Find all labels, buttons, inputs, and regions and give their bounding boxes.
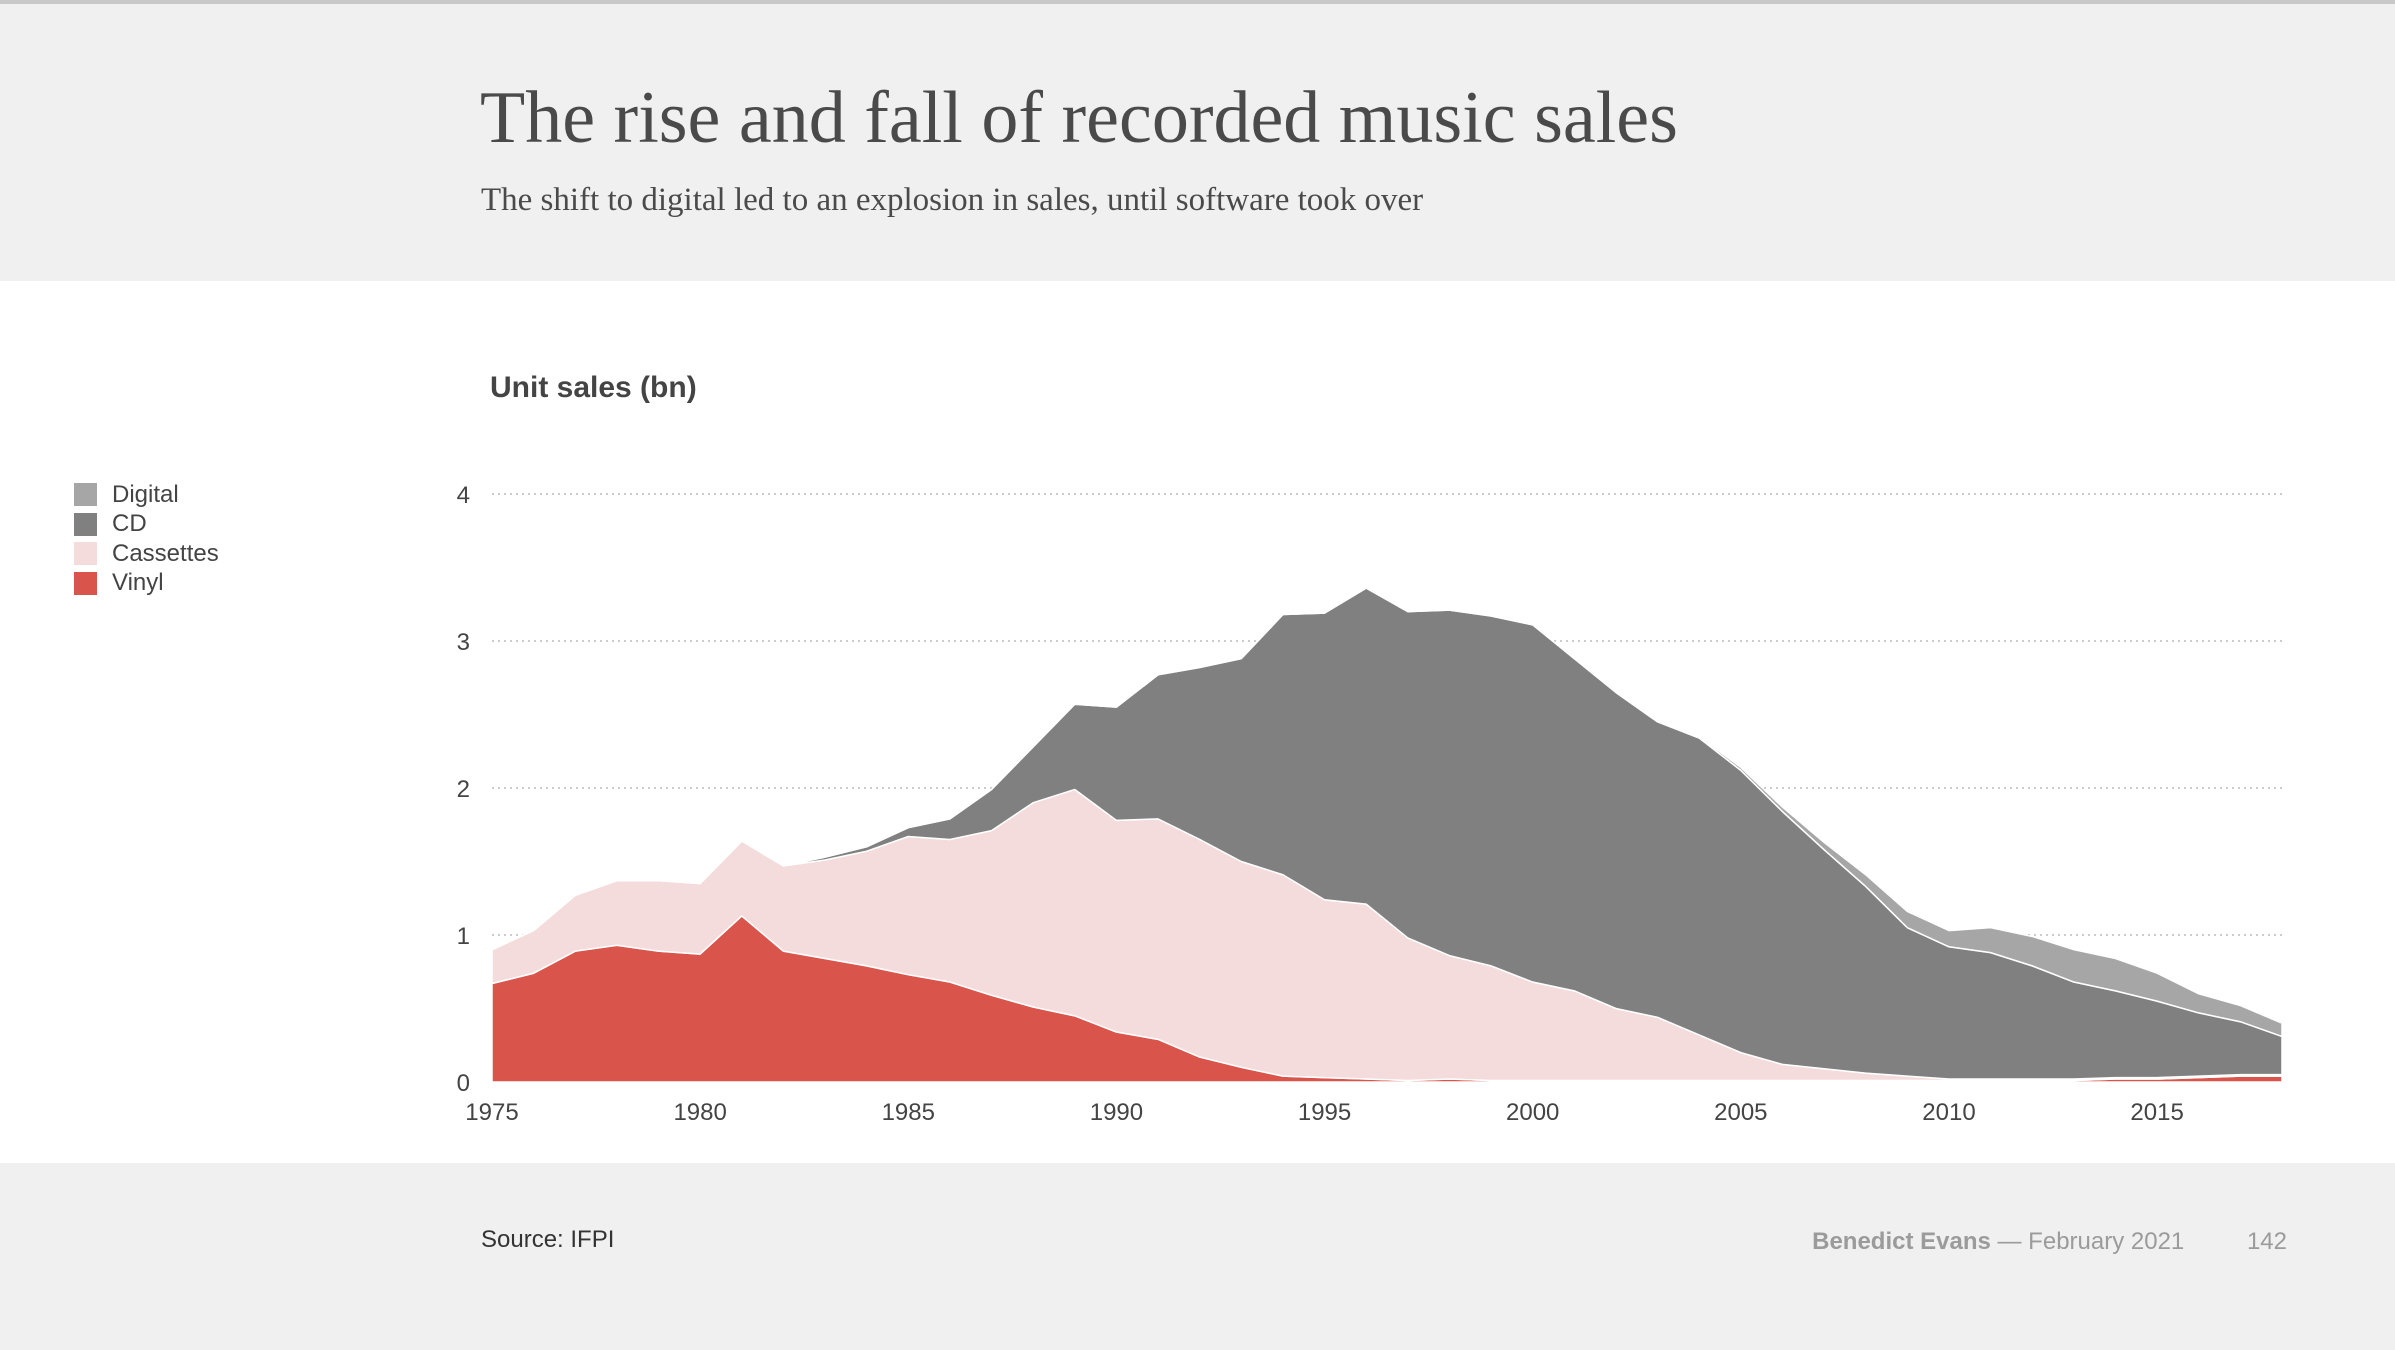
- area-digital: [491, 587, 2283, 1038]
- x-tick-label: 1990: [1090, 1099, 1143, 1126]
- legend-label-digital: Digital: [112, 480, 179, 508]
- legend-item-cd: CD: [74, 510, 219, 540]
- x-tick-label: 2010: [1922, 1099, 1975, 1126]
- x-tick-label: 1980: [673, 1099, 726, 1126]
- legend-label-vinyl: Vinyl: [112, 569, 164, 597]
- top-border: [0, 0, 2395, 4]
- legend-label-cd: CD: [112, 510, 147, 538]
- y-tick-label: 0: [457, 1070, 470, 1097]
- publication-date: — February 2021: [1997, 1228, 2185, 1255]
- legend-swatch-vinyl: [74, 571, 97, 595]
- chart-legend: Digital CD Cassettes Vinyl: [74, 480, 219, 598]
- x-tick-label: 2015: [2130, 1099, 2183, 1126]
- slide-footer: [0, 1163, 2395, 1350]
- legend-item-vinyl: Vinyl: [74, 569, 219, 599]
- x-tick-label: 1985: [882, 1099, 935, 1126]
- byline: Benedict Evans — February 2021 142: [1812, 1228, 2287, 1256]
- x-tick-label: 2005: [1714, 1099, 1767, 1126]
- chart-areas: [491, 587, 2283, 1083]
- axes: 0 1 2 3 4 1975 1980 1985 1990 1995 2000 2005 2010 201…: [457, 482, 2184, 1126]
- x-tick-label: 2000: [1506, 1099, 1559, 1126]
- legend-item-digital: Digital: [74, 480, 219, 510]
- y-axis-label: Unit sales (bn): [490, 371, 697, 404]
- slide-subtitle: The shift to digital led to an explosion…: [481, 182, 1424, 218]
- x-tick-label: 1975: [465, 1099, 518, 1126]
- source-note: Source: IFPI: [481, 1226, 615, 1253]
- y-tick-label: 1: [457, 923, 470, 950]
- legend-swatch-cassettes: [74, 542, 97, 566]
- slide-title: The rise and fall of recorded music sale…: [480, 77, 1678, 159]
- legend-swatch-digital: [74, 483, 97, 507]
- y-tick-label: 4: [457, 482, 470, 509]
- author-name: Benedict Evans: [1812, 1228, 1991, 1255]
- slide-header: The rise and fall of recorded music sale…: [0, 4, 2395, 281]
- y-tick-label: 3: [457, 629, 470, 656]
- y-tick-label: 2: [457, 776, 470, 803]
- legend-label-cassettes: Cassettes: [112, 539, 219, 567]
- legend-swatch-cd: [74, 512, 97, 536]
- x-tick-label: 1995: [1298, 1099, 1351, 1126]
- page-number: 142: [2246, 1228, 2287, 1255]
- legend-item-cassettes: Cassettes: [74, 539, 219, 569]
